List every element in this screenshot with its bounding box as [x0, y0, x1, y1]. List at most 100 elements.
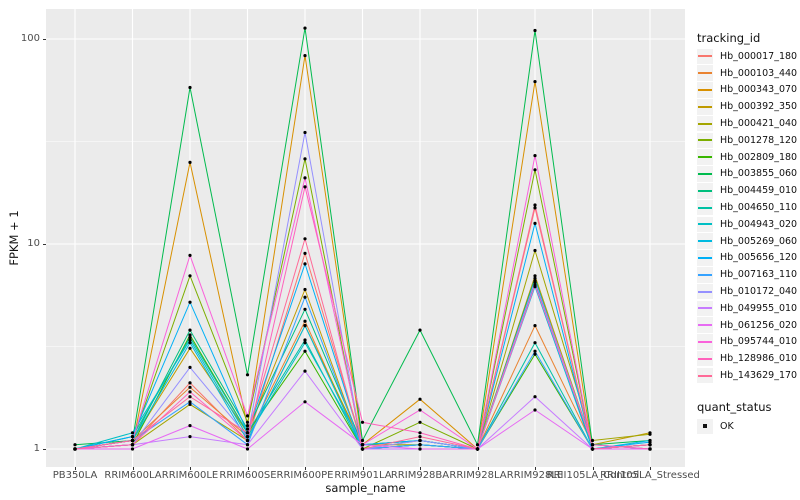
- data-point: [245, 414, 250, 418]
- legend-entry: Hb_007163_110: [697, 266, 797, 283]
- data-point: [533, 206, 537, 210]
- legend-entry-label: Hb_010172_040: [720, 286, 798, 298]
- data-point: [130, 447, 135, 451]
- data-point: [303, 295, 307, 299]
- legend-entry-label: Hb_003855_060: [720, 168, 798, 180]
- legend-line-swatch: [698, 357, 712, 360]
- data-point: [590, 443, 595, 447]
- data-point: [188, 381, 192, 385]
- legend-entry: Hb_000343_070: [697, 82, 797, 99]
- data-point: [303, 185, 307, 189]
- legend-line-swatch: [698, 172, 712, 175]
- x-tick-label: RRIM600LE: [161, 470, 219, 481]
- data-point: [533, 248, 537, 253]
- legend-line-swatch: [698, 72, 712, 75]
- legend-entry-label: Hb_002809_180: [720, 151, 798, 163]
- data-point: [418, 447, 422, 451]
- data-point: [303, 262, 307, 266]
- data-point: [533, 276, 537, 280]
- x-tick-label: RRII105LA_Stressed: [600, 470, 700, 481]
- legend-entry-label: Hb_001278_120: [720, 134, 798, 146]
- data-point: [188, 274, 192, 278]
- x-tick-label: RRIM600SE: [219, 470, 277, 481]
- data-point: [648, 443, 652, 447]
- legend-entry: Hb_000421_040: [697, 115, 797, 132]
- legend-entry-label: Hb_000421_040: [720, 118, 798, 130]
- legend-entry-label: Hb_004943_020: [720, 218, 798, 230]
- data-point: [533, 279, 537, 283]
- data-point: [418, 328, 422, 332]
- data-point: [188, 395, 192, 399]
- data-point: [130, 431, 135, 435]
- data-point: [303, 400, 307, 404]
- legend-entry: Hb_128986_010: [697, 350, 797, 367]
- x-tick-mark: [478, 467, 479, 470]
- x-tick-label: RRIM600PE: [276, 470, 334, 481]
- y-tick-mark: [43, 244, 46, 245]
- data-point: [303, 369, 307, 373]
- data-point: [360, 447, 365, 451]
- legend-line-swatch: [698, 139, 712, 142]
- data-point: [188, 390, 192, 394]
- legend-entry: Hb_061256_020: [697, 317, 797, 334]
- legend-line-swatch: [698, 374, 712, 377]
- data-point: [648, 447, 652, 451]
- data-point: [418, 420, 422, 424]
- data-point: [533, 349, 537, 353]
- x-axis-title: sample_name: [325, 481, 406, 495]
- x-tick-mark: [248, 467, 249, 470]
- x-tick-label: RRIM600LA: [104, 470, 162, 481]
- legend-entry: Hb_005656_120: [697, 250, 797, 267]
- legend-entry-label: Hb_095744_010: [720, 336, 798, 348]
- legend-key: [697, 199, 713, 216]
- data-point: [533, 408, 537, 412]
- data-point: [188, 400, 192, 404]
- data-point: [533, 395, 537, 399]
- legend-key: [697, 300, 713, 317]
- data-point: [418, 438, 422, 443]
- data-point: [245, 447, 250, 451]
- data-point: [188, 160, 192, 164]
- legend-entry: Hb_000103_440: [697, 65, 797, 82]
- data-point: [303, 26, 307, 30]
- x-tick-mark: [363, 467, 364, 470]
- x-tick-mark: [133, 467, 134, 470]
- legend-line-swatch: [698, 206, 712, 209]
- data-point: [475, 447, 480, 451]
- x-tick-label: RRII105LA_Control: [546, 470, 640, 481]
- legend-line-swatch: [698, 290, 712, 293]
- legend-line-swatch: [698, 55, 712, 58]
- legend-key: [697, 283, 713, 300]
- data-point: [188, 333, 192, 337]
- data-point: [303, 338, 307, 342]
- data-point: [188, 253, 192, 257]
- legend-line-swatch: [698, 324, 712, 327]
- legend-key: [697, 233, 713, 249]
- legend-key: [697, 82, 713, 98]
- data-point: [303, 324, 307, 328]
- legend-line-swatch: [698, 307, 712, 310]
- y-tick-mark: [43, 39, 46, 40]
- data-point: [533, 80, 537, 84]
- data-point: [303, 319, 307, 323]
- data-point: [533, 154, 537, 158]
- legend-line-swatch: [698, 105, 712, 108]
- data-point: [245, 443, 250, 447]
- x-tick-label: RRIM928LE: [506, 470, 564, 481]
- legend-entry-label: Hb_061256_020: [720, 319, 798, 331]
- legend-key: [697, 65, 713, 81]
- data-point: [533, 324, 537, 328]
- data-point: [360, 438, 365, 443]
- data-point: [188, 385, 192, 389]
- x-tick-label: RRIM928BA: [390, 470, 450, 481]
- data-point: [188, 424, 192, 428]
- data-point: [188, 328, 192, 332]
- legend-line-swatch: [698, 223, 712, 226]
- y-tick-label: 100: [20, 33, 40, 44]
- plot-canvas: [46, 9, 685, 467]
- data-point: [533, 28, 537, 33]
- data-point: [303, 341, 307, 345]
- y-tick-label: 1: [33, 443, 40, 454]
- data-point: [360, 443, 365, 447]
- legend-entry-label: Hb_143629_170: [720, 370, 798, 382]
